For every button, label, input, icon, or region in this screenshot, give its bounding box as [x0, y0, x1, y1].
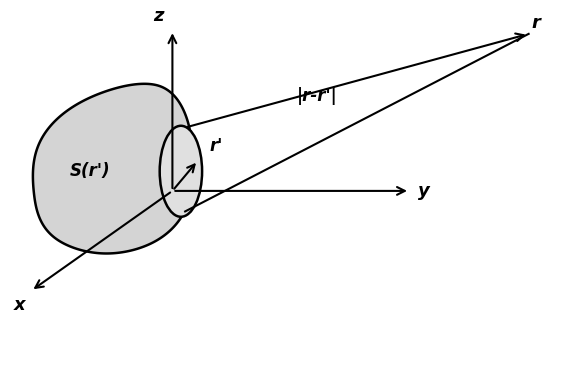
Text: r': r'	[209, 137, 223, 155]
Text: r: r	[532, 14, 540, 32]
Text: y: y	[419, 182, 430, 200]
Polygon shape	[33, 84, 192, 253]
Text: z: z	[154, 7, 164, 25]
Ellipse shape	[160, 126, 202, 217]
Text: x: x	[14, 296, 25, 314]
Text: |r-r'|: |r-r'|	[297, 87, 337, 105]
Text: S(r'): S(r')	[70, 162, 111, 180]
